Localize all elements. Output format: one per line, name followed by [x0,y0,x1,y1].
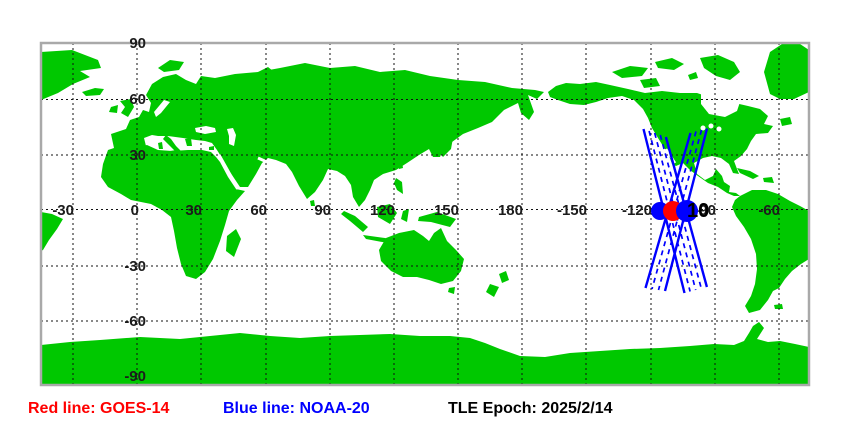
island-sulawesi [401,209,409,222]
arctic-island-baffin [700,55,740,80]
sea-hudson-bay [701,87,741,117]
lat-tick--30: -30 [124,258,146,275]
gulf-persian [257,156,268,164]
lon-tick-0: 0 [131,202,139,219]
island-newfoundland [780,117,792,126]
landmass-greenland-west [764,44,809,99]
island-madagascar [226,229,241,257]
lon-tick--60: -60 [758,202,780,219]
lon-tick-180: 180 [498,202,523,219]
island-novaya-zemlya [250,67,273,84]
landmass-antarctica [41,322,809,384]
subpoint-markers [651,200,698,222]
landmass-south-america-wrap [41,212,63,251]
island-hispaniola [763,177,774,183]
track-line-dashed [651,131,697,290]
island-cuba [737,168,759,179]
lat-tick-60: 60 [129,91,146,108]
map-frame [39,41,811,387]
legend: Red line: GOES-14 Blue line: NOAA-20 TLE… [28,400,613,417]
lake-superior [700,125,706,131]
peninsula-greece [185,138,192,146]
island-japan [439,133,453,157]
island-iceland [82,88,104,96]
landmass-south-america [732,190,809,313]
lon-tick-120: 120 [370,202,395,219]
lat-tick-labels: 90 60 30 -30 -60 -90 [124,35,146,385]
island-tasmania [448,287,455,294]
lon-tick-150: 150 [434,202,459,219]
island-hokkaido [447,126,455,133]
sea-baltic [154,100,170,117]
sea-black [195,126,216,134]
arctic-island-2 [655,58,684,70]
island-philippines [394,178,403,194]
legend-goes14: Red line: GOES-14 [28,400,169,417]
island-new-guinea [418,212,456,227]
legend-tle-epoch: TLE Epoch: 2025/2/14 [448,400,613,417]
peninsula-italy [163,135,181,153]
landmass-greenland-east [41,50,101,100]
landmass-australia [379,228,464,284]
island-falklands [774,304,783,309]
lon-tick-30: 30 [185,202,202,219]
sea-red [217,154,240,190]
island-ireland [109,105,118,113]
lake-huron [708,123,714,129]
lat-tick--60: -60 [124,313,146,330]
lon-tick--120: -120 [622,202,652,219]
lon-tick-labels: -30 0 30 60 90 120 150 180 -150 -120 -90… [52,202,780,219]
island-sardinia [158,142,163,149]
island-new-zealand-north [499,271,509,283]
sea-caspian [227,128,236,146]
track-line-dashed [653,132,697,291]
landmass-eurasia [111,63,544,207]
lon-tick-60: 60 [250,202,267,219]
island-cyprus [209,146,214,150]
island-sakhalin [440,110,446,132]
island-new-zealand-south [486,284,499,297]
lon-tick--90: -90 [694,202,716,219]
lon-tick--150: -150 [557,202,587,219]
lon-tick--30: -30 [52,202,74,219]
island-crete [189,150,197,153]
lat-tick-90: 90 [129,35,146,52]
track-time-annotation: 10 [687,200,709,222]
arctic-island-victoria [640,78,660,88]
island-taiwan [398,162,403,169]
island-sumatra [341,211,368,232]
noaa20-marker [676,200,698,222]
arctic-island-1 [612,66,648,78]
island-sicily [170,150,177,155]
lat-tick--90: -90 [124,368,146,385]
island-sri-lanka [310,200,315,206]
legend-noaa20: Blue line: NOAA-20 [223,400,370,417]
lat-tick-30: 30 [129,147,146,164]
inland-seas [154,87,741,190]
arctic-island-3 [688,72,698,80]
island-svalbard [158,60,184,72]
lon-tick-90: 90 [314,202,331,219]
island-britain [120,99,134,117]
lake-ontario [716,126,722,132]
